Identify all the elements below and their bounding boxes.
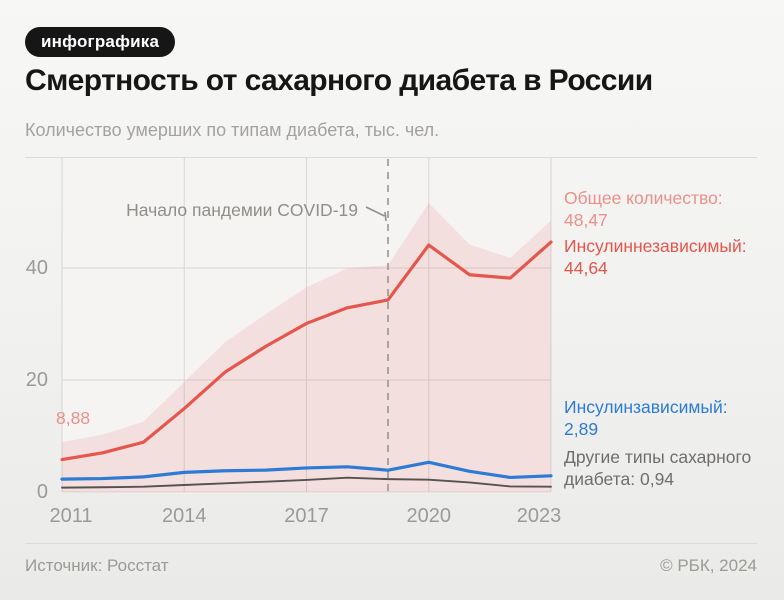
rbc-copyright: © РБК, 2024: [660, 556, 757, 575]
series-label-line: диабета: 0,94: [564, 469, 675, 489]
total-area: [62, 203, 551, 493]
series-label-line: Общее количество:: [564, 188, 723, 208]
type1-line: [60, 460, 553, 481]
series-label-total: Общее количество: 48,47: [564, 187, 723, 231]
x-tick-label: 2017: [284, 505, 329, 527]
page-title: Смертность от сахарного диабета в России: [25, 64, 653, 97]
series-label-line: 44,64: [564, 258, 608, 278]
source-credit: Источник: Росстат: [25, 556, 169, 575]
y-tick-label: 40: [25, 257, 48, 279]
annotation-connector-tick: [384, 211, 387, 222]
footer-rule: [25, 543, 757, 544]
y-tick-label: 0: [36, 481, 48, 503]
x-tick-label: 2011: [49, 505, 93, 527]
x-tick-label: 2014: [162, 505, 207, 527]
series-label-line: Инсулиннезависимый:: [564, 236, 747, 256]
series-label-line: 48,47: [564, 210, 608, 230]
series-label-line: Другие типы сахарного: [564, 447, 752, 467]
series-label-type2: Инсулиннезависимый: 44,64: [564, 235, 747, 279]
other-line: [61, 476, 552, 489]
series-label-line: 2,89: [564, 419, 599, 439]
series-label-other: Другие типы сахарного диабета: 0,94: [564, 446, 751, 490]
x-tick-label: 2020: [406, 505, 452, 527]
covid-annotation-text: Начало пандемии COVID-19: [126, 200, 358, 220]
x-tick-label: 2023: [516, 505, 562, 527]
annotation-connector: [365, 206, 385, 217]
series-label-line: Инсулинзависимый:: [564, 397, 728, 417]
y-tick-label: 20: [25, 369, 48, 391]
chart-top-rule: [25, 157, 757, 158]
chart-subtitle: Количество умерших по типам диабета, тыс…: [25, 120, 440, 140]
total-start-value: 8,88: [56, 408, 91, 428]
category-badge: инфографика: [25, 27, 176, 57]
type2-line: [60, 240, 553, 462]
series-label-type1: Инсулинзависимый: 2,89: [564, 396, 728, 440]
